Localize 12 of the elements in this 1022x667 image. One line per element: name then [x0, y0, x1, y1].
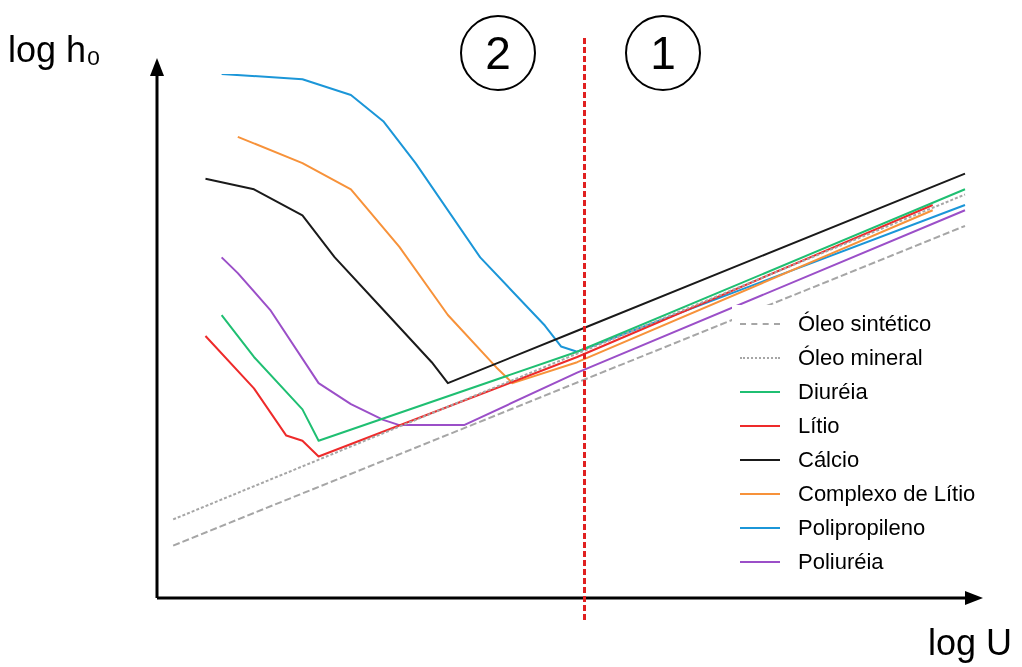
- legend-label: Poliuréia: [798, 549, 884, 575]
- legend-label: Polipropileno: [798, 515, 926, 541]
- y-axis-title: log h₀: [8, 29, 102, 70]
- legend-label: Cálcio: [798, 447, 860, 473]
- legend-label: Diuréia: [798, 379, 868, 405]
- legend-label: Lítio: [798, 413, 840, 439]
- legend-label: Complexo de Lítio: [798, 481, 976, 507]
- annotation: 2: [485, 26, 511, 80]
- legend-label: Óleo sintético: [798, 311, 932, 337]
- legend-label: Óleo mineral: [798, 345, 923, 371]
- annotation: 1: [650, 26, 676, 80]
- x-axis-title: log U: [927, 622, 1012, 663]
